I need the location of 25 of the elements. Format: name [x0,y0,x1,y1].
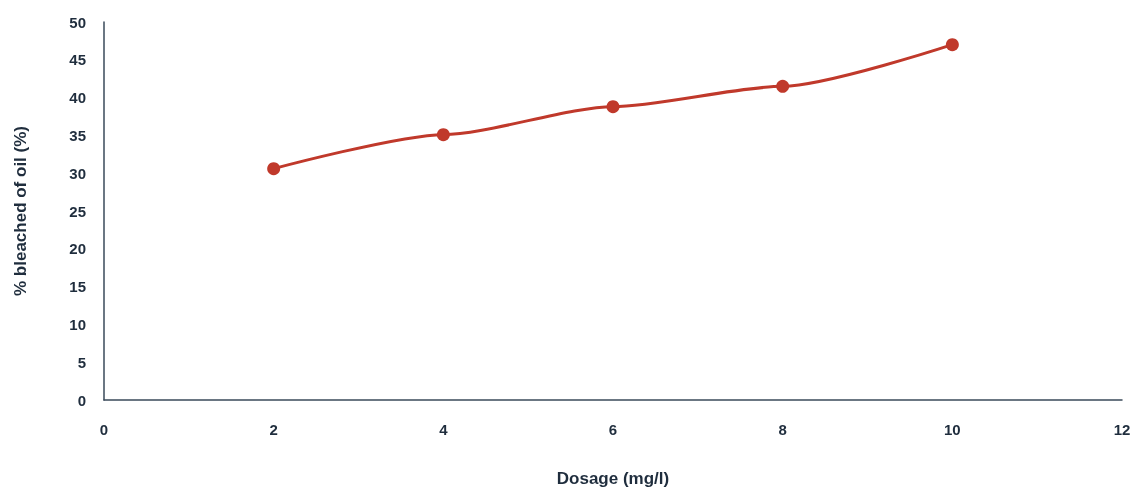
y-tick-label: 45 [69,51,86,69]
x-tick-label: 6 [608,421,618,438]
point [436,128,450,142]
x-tick-label: 8 [778,421,787,438]
point [776,79,790,93]
x-tick-label: 2 [269,421,278,438]
x-tick-label: 10 [943,421,961,438]
x-tick-label: 4 [439,421,449,438]
y-tick-label: 30 [69,164,86,182]
y-tick-label: 20 [69,240,86,258]
y-tick-label: 5 [77,353,86,371]
y-tick-label: 35 [69,126,86,144]
point [606,100,620,114]
x-axis-title: Dosage (mg/l) [556,469,670,488]
x-tick-label: 0 [99,421,109,438]
x-tick-label: 12 [1113,421,1131,438]
y-tick-label: 50 [69,13,86,31]
y-tick-label: 0 [77,391,86,409]
y-tick-label: 15 [69,278,86,296]
y-tick-label: 40 [69,89,86,107]
y-axis-title: % bleached of oil (%) [11,125,30,297]
y-tick-label: 25 [69,202,86,220]
point [945,38,959,52]
point [267,162,281,176]
y-tick-label: 10 [69,315,86,333]
